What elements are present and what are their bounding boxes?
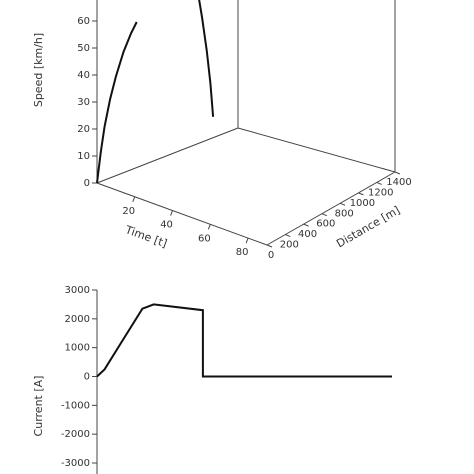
speed-tick-label: 30 — [77, 97, 90, 108]
current-tick-label: 0 — [84, 372, 90, 383]
time-tick-label: 40 — [160, 220, 173, 231]
time-tick-label: 20 — [122, 206, 135, 217]
distance-tick-mark — [376, 181, 382, 185]
distance-tick-label: 0 — [268, 250, 274, 261]
distance-tick-mark — [266, 244, 273, 248]
current-tick-label: 2000 — [65, 314, 90, 325]
distance-axis-line — [266, 171, 396, 246]
distance-tick-mark — [321, 213, 328, 217]
current-axis-label: Current [A] — [32, 376, 45, 437]
current-tick-label: -3000 — [61, 458, 90, 469]
current-tick-label: -1000 — [61, 400, 90, 411]
time-tick-label: 60 — [198, 233, 211, 244]
distance-tick-label: 1400 — [386, 177, 411, 188]
distance-tick-mark — [285, 234, 291, 238]
speed-series-line — [96, 21, 138, 184]
distance-tick-mark — [394, 171, 401, 175]
speed-tick-label: 0 — [84, 178, 90, 189]
distance-tick-label: 800 — [335, 208, 354, 219]
time-axis-line — [96, 182, 268, 246]
time-tick-label: 80 — [236, 247, 249, 258]
distance-tick-label: 200 — [280, 240, 299, 251]
distance-tick-mark — [358, 192, 364, 196]
distance-tick-label: 1200 — [368, 187, 393, 198]
distance-tick-mark — [339, 202, 346, 206]
current-chart: 3000 2000 1000 0 -1000 -2000 -3000 Current [A] — [32, 285, 392, 474]
distance-tick-label: 400 — [298, 229, 317, 240]
current-tick-label: 1000 — [65, 343, 90, 354]
time-tick-mark — [170, 210, 174, 216]
speed-tick-label: 50 — [77, 43, 90, 54]
time-tick-mark — [207, 224, 211, 230]
current-tick-label: -2000 — [61, 429, 90, 440]
time-tick-mark — [132, 196, 136, 202]
speed-tick-label: 40 — [77, 70, 90, 81]
speed-tick-label: 20 — [77, 124, 90, 135]
speed-tick-label: 10 — [77, 151, 90, 162]
speed-series-line — [198, 0, 215, 117]
speed-tick-label: 60 — [77, 16, 90, 27]
speed-3d-chart: 0 10 20 30 40 50 60 20 40 60 80 0 2004006008001000… — [32, 0, 412, 261]
time-tick-mark — [245, 237, 249, 244]
speed-axis-label: Speed [km/h] — [32, 33, 45, 107]
distance-tick-label: 1000 — [350, 198, 375, 209]
current-series-line — [96, 303, 392, 378]
current-tick-label: 3000 — [65, 285, 90, 296]
distance-tick-label: 600 — [316, 219, 335, 230]
back-floor-edge-line — [237, 127, 396, 173]
distance-tick-mark — [303, 223, 309, 227]
back-floor-edge-line — [96, 127, 239, 184]
